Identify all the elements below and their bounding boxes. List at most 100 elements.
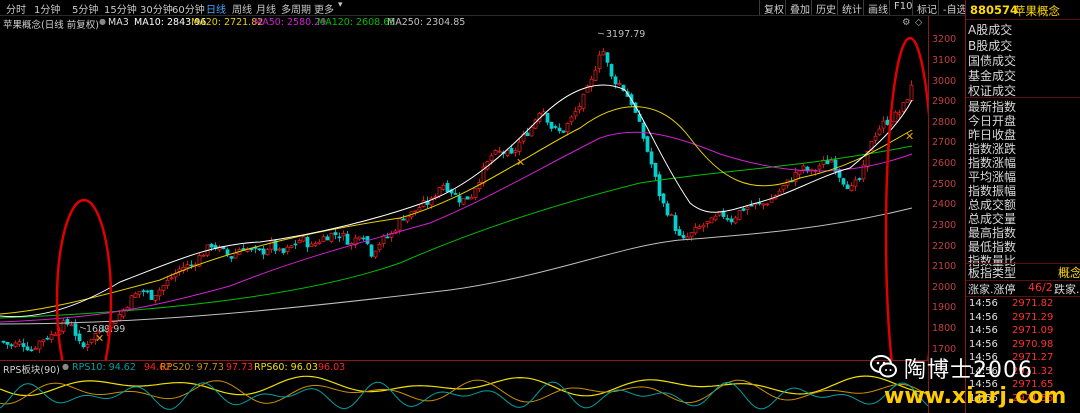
- period-tab-60min[interactable]: 60分钟: [172, 5, 205, 16]
- candle-body: [445, 182, 450, 193]
- candle-body: [377, 244, 382, 251]
- candle-body: [1, 340, 6, 343]
- collapse-icon[interactable]: ◇: [915, 17, 923, 28]
- period-tab-fenshi[interactable]: 分时: [6, 5, 26, 16]
- candle-body: [317, 241, 322, 244]
- candle-body: [705, 221, 710, 224]
- candlestick-chart[interactable]: 3197.79 1689.99 ✕ ✕ ✕: [0, 28, 928, 360]
- settings-icon[interactable]: ●: [99, 17, 106, 26]
- candle-body: [257, 248, 262, 251]
- menu-warrant[interactable]: 权证成交: [968, 84, 1017, 98]
- stat-label: 指数振幅: [968, 184, 1017, 198]
- rps-indicator-row: RPS板块(90) ● RPS10: 94.62 94.62 RPS20: 97…: [0, 360, 928, 376]
- candle-body: [417, 207, 422, 211]
- candle-body: [321, 236, 326, 242]
- candle-body: [357, 236, 362, 240]
- candle-body: [389, 232, 394, 238]
- low-pointer: [79, 326, 87, 330]
- price-tick-label: 2600: [932, 158, 957, 170]
- adjust-button[interactable]: 复权: [759, 0, 788, 16]
- candle-body: [437, 187, 442, 197]
- period-tab-more[interactable]: 更多: [314, 5, 334, 16]
- period-tab-1min[interactable]: 1分钟: [34, 5, 61, 16]
- candle-body: [565, 123, 570, 133]
- rps-chart[interactable]: [0, 372, 928, 413]
- ma50-label: MA50: 2580.29: [254, 17, 327, 28]
- rps20-label: RPS20: 97.73: [160, 362, 224, 373]
- rps60-extra: 96.03: [318, 362, 346, 373]
- stat-label: 最高指数: [968, 226, 1017, 240]
- candle-body: [901, 102, 906, 112]
- stats-button[interactable]: 统计: [837, 0, 866, 16]
- rps10-label: RPS10: 94.62: [72, 362, 136, 373]
- stat-label: 今日开盘: [968, 114, 1017, 128]
- candle-body: [513, 150, 518, 153]
- menu-bond[interactable]: 国债成交: [968, 54, 1017, 68]
- candle-body: [381, 235, 386, 245]
- tick-price: 2971.82: [1012, 298, 1054, 309]
- watermark-url: www.xiarj.com: [884, 384, 1067, 409]
- candle-body: [9, 344, 14, 347]
- wechat-icon: [870, 355, 897, 378]
- chevron-down-icon[interactable]: ▾: [338, 0, 343, 10]
- candle-body: [669, 214, 674, 217]
- mark-button[interactable]: 标记: [912, 0, 941, 16]
- f10-button[interactable]: F10: [889, 0, 916, 15]
- menu-a-share[interactable]: A股成交: [968, 23, 1013, 37]
- candle-body: [549, 121, 554, 129]
- period-tab-multi[interactable]: 多周期: [281, 5, 311, 16]
- stat-label: 最新指数: [968, 100, 1017, 114]
- candle-body: [401, 218, 406, 221]
- candle-body: [41, 339, 46, 343]
- candle-body: [825, 159, 830, 165]
- price-tick-label: 1700: [932, 343, 957, 355]
- menu-b-share[interactable]: B股成交: [968, 39, 1013, 53]
- candle-body: [613, 76, 618, 85]
- ma10-line: [0, 84, 913, 318]
- remove-watchlist-button[interactable]: -自选: [938, 0, 967, 16]
- candle-body: [225, 249, 230, 255]
- period-tab-daily[interactable]: 日线: [206, 5, 226, 16]
- candle-body: [313, 243, 318, 246]
- rps20-extra: 97.73: [226, 362, 254, 373]
- rps60-label: RPS60: 96.03: [254, 362, 318, 373]
- candle-body: [893, 111, 898, 123]
- candle-body: [797, 170, 802, 175]
- candle-body: [657, 174, 662, 196]
- candle-body: [777, 190, 782, 196]
- period-tab-weekly[interactable]: 周线: [232, 5, 252, 16]
- period-toolbar: 分时 1分钟 5分钟 15分钟 30分钟 60分钟 日线 周线 月线 多周期 更…: [0, 0, 967, 16]
- candle-body: [877, 128, 882, 136]
- candle-body: [45, 337, 50, 340]
- candle-body: [517, 141, 522, 152]
- candle-body: [481, 166, 486, 184]
- candle-body: [81, 342, 86, 348]
- settings-icon[interactable]: ●: [62, 362, 69, 371]
- period-tab-15min[interactable]: 15分钟: [104, 5, 137, 16]
- period-tab-30min[interactable]: 30分钟: [140, 5, 173, 16]
- menu-fund[interactable]: 基金成交: [968, 69, 1017, 83]
- candle-body: [489, 155, 494, 161]
- overlay-button[interactable]: 叠加: [785, 0, 814, 16]
- price-tick-label: 2100: [932, 261, 957, 273]
- ma3-label: MA3: [108, 17, 129, 28]
- candle-body: [593, 69, 598, 81]
- period-tab-5min[interactable]: 5分钟: [72, 5, 99, 16]
- draw-line-button[interactable]: 画线: [863, 0, 892, 16]
- candle-body: [429, 197, 434, 206]
- candle-body: [897, 112, 902, 115]
- tick-price: 2971.29: [1012, 311, 1054, 323]
- candle-body: [505, 150, 510, 156]
- candle-body: [353, 237, 358, 246]
- candle-body: [733, 217, 738, 224]
- settings-gear-icon[interactable]: ⚙: [902, 17, 911, 28]
- price-tick-label: 2500: [932, 178, 957, 190]
- ma50-line: [0, 131, 913, 323]
- signal-x-icon: ✕: [95, 332, 104, 345]
- history-button[interactable]: 历史: [811, 0, 840, 16]
- period-tab-monthly[interactable]: 月线: [256, 5, 276, 16]
- candle-body: [329, 232, 334, 242]
- candle-body: [85, 344, 90, 348]
- rps10-line: [0, 381, 928, 410]
- candle-body: [17, 341, 22, 345]
